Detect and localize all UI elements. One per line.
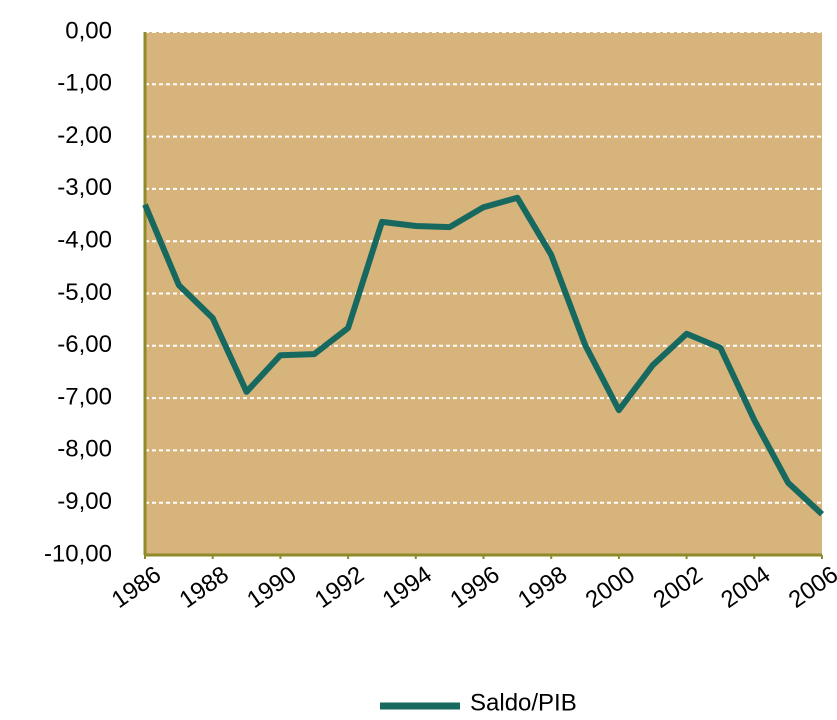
y-tick-label: -8,00: [57, 436, 112, 463]
legend-label: Saldo/PIB: [470, 689, 577, 715]
y-tick-label: -7,00: [57, 383, 112, 410]
x-tick-label: 1988: [175, 561, 234, 614]
x-tick-label: 1998: [513, 561, 572, 614]
y-tick-label: -6,00: [57, 331, 112, 358]
x-tick-label: 2000: [581, 561, 640, 614]
x-tick-label: 2006: [784, 561, 837, 614]
y-tick-label: -3,00: [57, 174, 112, 201]
x-tick-label: 2004: [716, 561, 775, 614]
x-tick-label: 1996: [445, 561, 504, 614]
x-tick-label: 1990: [242, 561, 301, 614]
y-tick-label: -9,00: [57, 488, 112, 515]
y-tick-label: -5,00: [57, 279, 112, 306]
x-tick-label: 1994: [378, 561, 437, 614]
x-tick-label: 1992: [310, 561, 369, 614]
data-line: [142, 194, 825, 517]
y-tick-label: -4,00: [57, 227, 112, 254]
y-tick-label: -10,00: [44, 540, 112, 567]
y-tick-label: -2,00: [57, 122, 112, 149]
y-tick-label: 0,00: [65, 17, 112, 44]
y-tick-label: -1,00: [57, 70, 112, 97]
x-tick-label: 1986: [107, 561, 166, 614]
x-tick-label: 2002: [648, 561, 707, 614]
